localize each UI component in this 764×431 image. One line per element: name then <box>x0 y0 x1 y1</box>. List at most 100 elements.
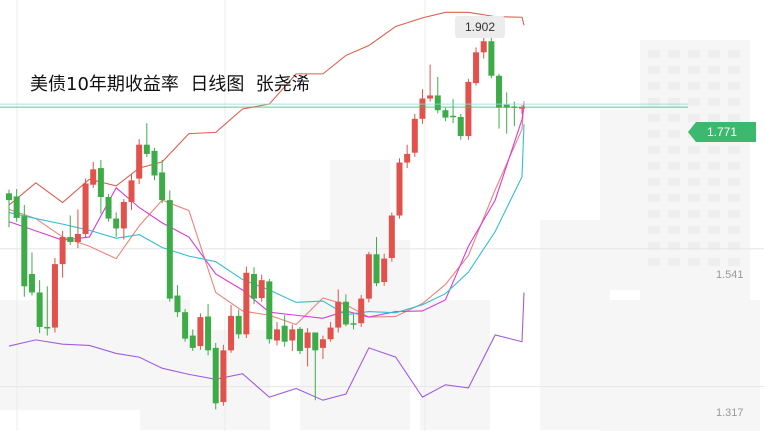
candle-body <box>419 98 426 119</box>
background-window <box>688 194 700 202</box>
background-window <box>648 258 660 266</box>
candle-body <box>335 301 342 328</box>
candle-body <box>174 295 181 313</box>
background-window <box>708 50 720 58</box>
candle-body <box>304 332 311 348</box>
candle-body <box>258 280 265 299</box>
candle-body <box>143 144 150 154</box>
background-window <box>708 82 720 90</box>
background-window <box>688 242 700 250</box>
background-window <box>728 146 740 154</box>
candle-body <box>51 264 58 328</box>
candle-body <box>427 95 434 99</box>
background-window <box>648 226 660 234</box>
candle-body <box>465 81 472 137</box>
background-window <box>668 258 680 266</box>
background-window <box>708 146 720 154</box>
candle-body <box>319 339 326 348</box>
candle-body <box>312 332 319 351</box>
background-window <box>728 258 740 266</box>
background-window <box>688 50 700 58</box>
candle-body <box>228 315 235 351</box>
candle-body <box>197 317 204 347</box>
background-window <box>708 66 720 74</box>
background-window <box>708 98 720 106</box>
mid-ma-line <box>8 103 525 319</box>
background-window <box>728 50 740 58</box>
background-block <box>330 160 390 240</box>
background-block <box>600 300 760 431</box>
candle-body <box>381 258 388 282</box>
background-window <box>668 178 680 186</box>
background-window <box>668 130 680 138</box>
background-window <box>688 146 700 154</box>
slow-ma-line <box>8 123 525 316</box>
candle-body <box>296 328 303 351</box>
background-window <box>728 98 740 106</box>
candle-body <box>136 144 143 179</box>
background-window <box>708 114 720 122</box>
background-block <box>140 330 270 430</box>
background-window <box>648 130 660 138</box>
candle-body <box>404 153 411 163</box>
candle-body <box>503 104 510 108</box>
background-window <box>708 258 720 266</box>
candle-body <box>59 237 66 265</box>
background-window <box>648 210 660 218</box>
background-window <box>708 162 720 170</box>
candle-body <box>342 301 349 325</box>
candle-body <box>411 118 418 153</box>
background-window <box>668 162 680 170</box>
background-window <box>648 178 660 186</box>
background-window <box>728 114 740 122</box>
candle-body <box>212 347 219 404</box>
background-window <box>668 146 680 154</box>
background-window <box>648 114 660 122</box>
candle-body <box>388 215 395 258</box>
background-window <box>728 210 740 218</box>
candle-body <box>220 350 227 403</box>
candle-body <box>442 110 449 118</box>
background-window <box>708 242 720 250</box>
fast-ma-line <box>8 100 525 326</box>
candle-body <box>13 196 20 218</box>
candle-body <box>473 52 480 84</box>
candle-body <box>373 254 380 284</box>
background-window <box>668 210 680 218</box>
candle-body <box>189 335 196 348</box>
background-window <box>648 242 660 250</box>
candle-body <box>480 41 487 53</box>
background-window <box>708 194 720 202</box>
candle-body <box>266 281 273 340</box>
background-window <box>668 66 680 74</box>
background-window <box>688 210 700 218</box>
candle-body <box>488 41 495 76</box>
background-window <box>728 194 740 202</box>
lower-band-line <box>8 292 525 401</box>
candle-body <box>128 180 135 202</box>
background-window <box>668 194 680 202</box>
candle-body <box>251 273 258 299</box>
candle-body <box>450 115 457 118</box>
background-window <box>648 66 660 74</box>
candle-body <box>67 237 74 242</box>
candle-body <box>82 183 89 234</box>
candle-body <box>350 323 357 325</box>
candle-body <box>365 254 372 299</box>
background-window <box>648 50 660 58</box>
candle-body <box>205 316 212 351</box>
candle-body <box>151 150 158 176</box>
background-window <box>728 242 740 250</box>
background-window <box>708 210 720 218</box>
y-tick-label: 1.317 <box>716 407 744 419</box>
background-window <box>648 98 660 106</box>
background-window <box>688 98 700 106</box>
background-window <box>708 178 720 186</box>
candle-body <box>21 216 28 287</box>
background-window <box>668 50 680 58</box>
candle-body <box>120 201 127 229</box>
background-window <box>688 162 700 170</box>
background-window <box>728 226 740 234</box>
